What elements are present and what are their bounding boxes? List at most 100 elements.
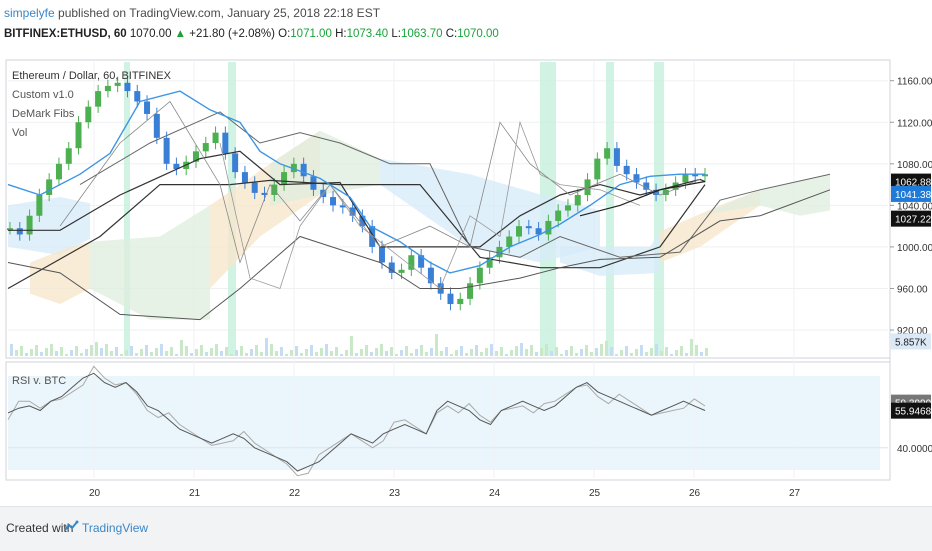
- legend-study-vol[interactable]: Vol: [12, 127, 27, 139]
- volume-bar: [115, 347, 118, 356]
- candle-body: [447, 293, 454, 305]
- candle-body: [692, 174, 699, 177]
- volume-bar: [180, 340, 183, 356]
- volume-bar: [430, 348, 433, 356]
- volume-bar: [375, 348, 378, 356]
- indicator-line: [579, 180, 706, 217]
- last-price: 1070.00: [129, 28, 172, 40]
- candle-body: [525, 226, 532, 229]
- cloud-area: [380, 158, 600, 263]
- tradingview-logo-icon[interactable]: [64, 519, 80, 535]
- volume-bar: [380, 344, 383, 356]
- price-tag-box: [891, 210, 931, 227]
- footer: Created with TradingView: [0, 506, 932, 551]
- candle-body: [457, 298, 464, 305]
- chart-area[interactable]: 920.00 960.00 1000.00 1040.00 1080.00 1120.00…: [0, 46, 932, 506]
- volume-bar: [105, 344, 108, 356]
- time-tick-label: 27: [789, 488, 801, 499]
- price-tag-label: 55.9468: [895, 407, 932, 418]
- candle-body: [702, 174, 708, 177]
- indicator-lines: [7, 90, 831, 321]
- candle-body: [682, 174, 689, 183]
- volume-bar: [140, 349, 143, 356]
- candle-body: [653, 189, 660, 195]
- volume-bar: [145, 345, 148, 356]
- volume-bar: [530, 345, 533, 356]
- candle-body: [574, 194, 581, 206]
- price-chart-svg[interactable]: 920.00 960.00 1000.00 1040.00 1080.00 1120.00…: [0, 46, 932, 506]
- author-link[interactable]: simpelyfe: [4, 6, 55, 20]
- volume-bar: [400, 350, 403, 356]
- candle-body: [506, 236, 513, 247]
- candle-body: [300, 163, 307, 177]
- publish-line: simpelyfe published on TradingView.com, …: [4, 6, 380, 20]
- volume-bar: [25, 353, 28, 356]
- price-tags: 1062.881041.381027.225.857K59.399055.946…: [891, 173, 932, 419]
- volume-bar: [490, 344, 493, 356]
- volume-bar: [610, 347, 613, 356]
- volume-bar: [445, 347, 448, 356]
- volume-bar: [10, 344, 13, 356]
- volume-bar: [575, 353, 578, 356]
- volume-bar: [550, 351, 553, 356]
- volume-bar: [130, 346, 133, 356]
- candle-body: [124, 82, 131, 92]
- legend-study-demark[interactable]: DeMark Fibs: [12, 108, 75, 120]
- candle-body: [564, 205, 571, 211]
- volume-bar: [440, 351, 443, 356]
- tradingview-brand[interactable]: TradingView: [82, 521, 149, 535]
- open-value: 1071.00: [290, 28, 332, 40]
- volume-bar: [590, 352, 593, 356]
- candle-body: [643, 182, 650, 190]
- candle-body: [7, 228, 13, 231]
- candle-body: [545, 220, 552, 235]
- volume-bar: [680, 346, 683, 356]
- legend-study-custom[interactable]: Custom v1.0: [12, 89, 74, 101]
- rsi-title[interactable]: RSI v. BTC: [12, 375, 66, 387]
- indicator-line: [219, 120, 641, 290]
- indicator-line: [8, 150, 706, 248]
- volume-bar: [705, 348, 708, 356]
- volume-bar: [65, 354, 68, 356]
- volume-bar: [660, 351, 663, 356]
- close-label: C:: [445, 28, 458, 40]
- time-tick-label: 26: [689, 488, 701, 499]
- volume-bar: [80, 353, 83, 356]
- volume-bar: [110, 351, 113, 356]
- volume-bar: [160, 344, 163, 356]
- candle-body: [65, 148, 72, 164]
- created-with-label: Created with: [6, 521, 74, 535]
- volume-bar: [165, 351, 168, 356]
- candle-body: [55, 163, 62, 180]
- volume-bar: [675, 350, 678, 356]
- volume-bar: [510, 350, 513, 356]
- symbol-line: BITFINEX:ETHUSD, 60 1070.00 ▲ +21.80 (+2…: [4, 28, 499, 40]
- volume-bar: [250, 349, 253, 356]
- candle-body: [251, 182, 258, 193]
- volume-bar: [265, 338, 268, 356]
- price-tick-label: 920.00: [897, 326, 928, 337]
- symbol-label[interactable]: BITFINEX:ETHUSD, 60: [4, 28, 127, 40]
- volume-bar: [535, 352, 538, 356]
- volume-bar: [230, 354, 233, 356]
- high-label: H:: [335, 28, 347, 40]
- candle-body: [339, 205, 346, 208]
- volume-bar: [340, 354, 343, 356]
- volume-bar: [45, 348, 48, 356]
- volume-bar: [95, 342, 98, 356]
- volume-bar: [320, 348, 323, 356]
- candle-body: [241, 172, 248, 183]
- published-text: published on TradingView.com, January 25…: [58, 6, 381, 20]
- volume-bar: [270, 344, 273, 356]
- volume-bar: [275, 351, 278, 356]
- volume-bar: [650, 348, 653, 356]
- volume-bar: [345, 350, 348, 356]
- price-tag-box: [891, 402, 931, 419]
- candle-body: [104, 85, 111, 92]
- volume-bar: [605, 341, 608, 356]
- candle-body: [46, 179, 53, 195]
- volume-bar: [85, 349, 88, 356]
- time-tick-label: 25: [589, 488, 601, 499]
- volume-bar: [655, 344, 658, 356]
- candle-body: [95, 91, 102, 107]
